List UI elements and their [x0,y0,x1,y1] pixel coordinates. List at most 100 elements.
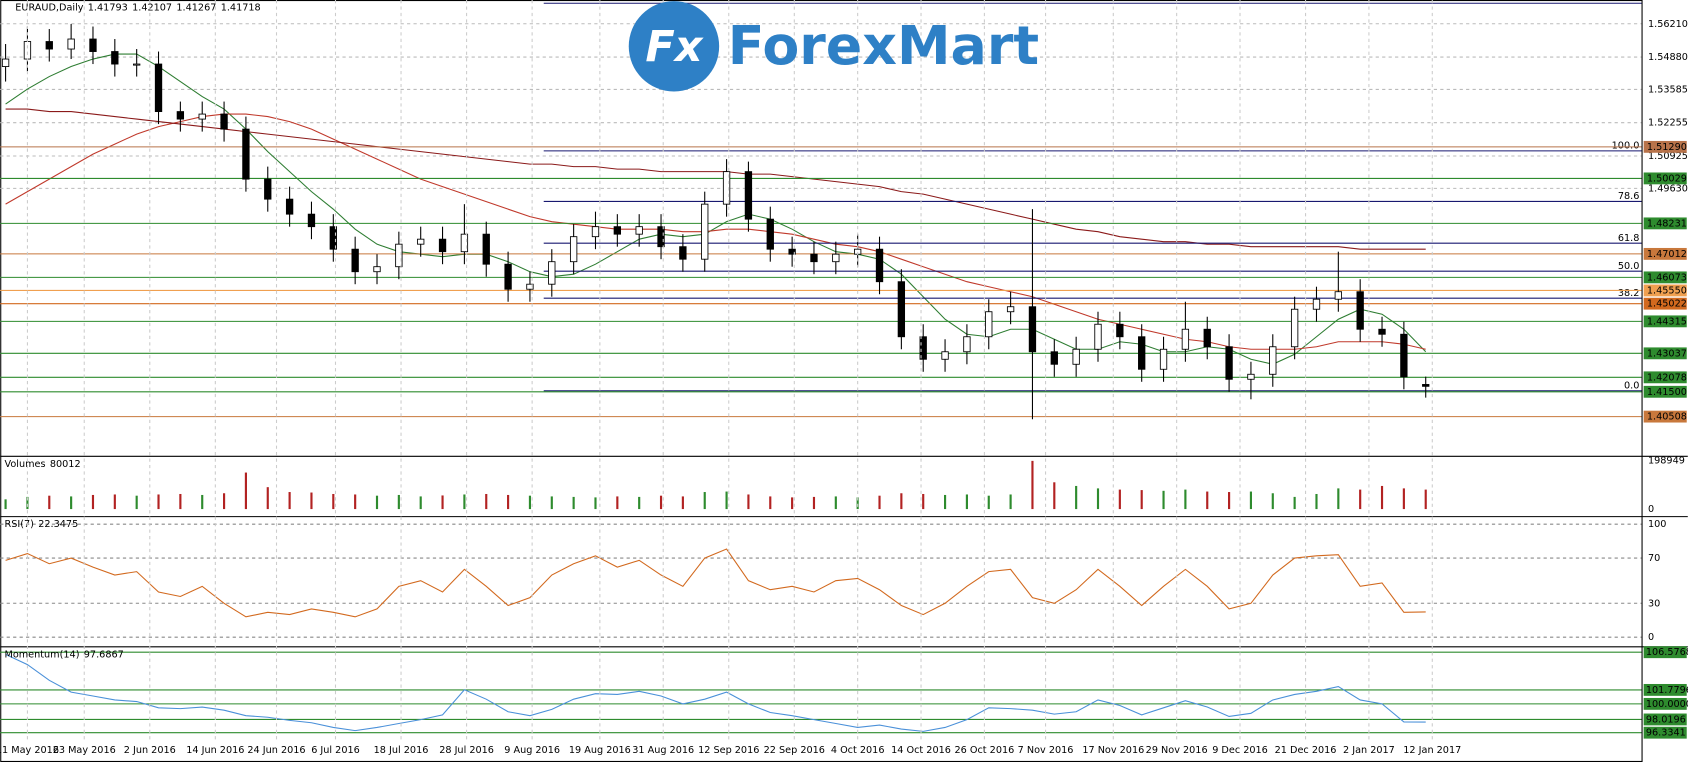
ohlc-high: 1.42107 [132,3,172,14]
symbol: EURAUD,Daily [15,3,83,14]
candle-body [1,58,10,67]
x-tick-label: 28 Jul 2016 [439,745,494,756]
y-tick-label: 1.53585 [1648,84,1688,95]
level-label: 101.7796 [1646,685,1688,696]
fib-label: 78.6 [1618,191,1640,202]
candle-body [548,261,556,285]
x-tick-label: 2 Jan 2017 [1343,745,1395,756]
panel-title: RSI(7) 22.3475 [5,519,79,530]
chart-header: EURAUD,Daily 1.41793 1.42107 1.41267 1.41718 [15,3,260,14]
candle-body [395,243,403,268]
x-tick-label: 29 Nov 2016 [1146,745,1208,756]
candle-body [111,51,119,65]
fib-label: 61.8 [1618,233,1640,244]
candle-body [1050,351,1058,365]
level-box [1643,646,1687,659]
candle-body [1247,373,1255,380]
fib-label: 38.2 [1618,288,1640,299]
level-box [1643,347,1687,360]
x-tick-label: 2 Jun 2016 [124,745,176,756]
level-label: 100.0000 [1646,699,1688,710]
x-tick-label: 6 Jul 2016 [311,745,360,756]
level-label: 1.45550 [1647,285,1687,296]
logo-mark: Fx [645,22,703,72]
y-tick-label: 100 [1648,519,1666,530]
candle-body [329,226,337,250]
candle-body [45,41,53,50]
x-tick-label: 14 Jun 2016 [186,745,244,756]
ohlc-open: 1.41793 [88,3,128,14]
candle-body [1159,348,1168,370]
indicator-name: RSI(7) [5,519,34,530]
candle-body [1203,328,1211,348]
level-box [1643,297,1687,310]
x-tick-label: 12 Sep 2016 [698,745,759,756]
candle-body [1225,346,1233,380]
level-label: 1.44315 [1647,316,1687,327]
x-tick-label: 21 Dec 2016 [1275,745,1337,756]
candle-body [701,203,709,260]
level-label: 1.50029 [1647,173,1687,184]
fib-label: 161.8 [1612,0,1640,4]
candle-body [832,253,840,263]
candle-body [1072,348,1080,365]
logo: Fx ForexMart [628,1,1039,92]
candle-body [1006,306,1015,313]
x-tick-label: 14 Oct 2016 [891,745,951,756]
candle-body [679,246,687,260]
x-tick-label: 31 Aug 2016 [632,745,694,756]
panel-title: Momentum(14) 97.6867 [5,649,124,660]
x-tick-label: 23 May 2016 [53,745,116,756]
x-tick-label: 4 Oct 2016 [831,745,885,756]
candle-body [897,281,906,338]
indicator-name: Momentum(14) [5,649,80,660]
candle-body [657,226,665,248]
level-label: 1.45022 [1647,299,1687,310]
candle-body [242,128,250,180]
y-tick-label: 1.56210 [1648,19,1688,30]
level-box [1643,315,1687,328]
x-tick-label: 7 Nov 2016 [1018,745,1074,756]
candle-body [744,171,753,220]
level-box [1643,284,1687,297]
y-tick-label: 1.49630 [1648,183,1688,194]
ohlc-close: 1.41718 [221,3,261,14]
candle-body [482,233,490,265]
level-box [1643,271,1687,284]
y-tick-label: 1.52255 [1648,118,1688,129]
candle-body [460,233,469,253]
candle-body [1181,328,1190,350]
candle-body [1290,308,1299,348]
level-label: 106.5768 [1646,647,1688,658]
candle-body [67,38,75,50]
level-label: 1.40508 [1647,412,1687,423]
y-tick-label: 1.50925 [1648,151,1688,162]
level-label: 1.41500 [1647,387,1687,398]
level-box [1643,371,1687,384]
candle-body [1312,298,1321,310]
candle-body [1334,291,1342,300]
candle-body [766,218,774,250]
candle-body [722,171,731,205]
level-box [1643,713,1687,726]
level-box [1643,140,1687,153]
level-box [1643,172,1687,185]
y-tick-label: 0 [1648,504,1654,515]
indicator-value: 97.6867 [84,649,124,660]
candle-body [963,336,971,353]
level-label: 1.51290 [1647,142,1687,153]
indicator-value: 22.3475 [38,519,78,530]
level-label: 1.48231 [1647,218,1687,229]
candle-body [1138,336,1146,370]
candle-body [307,213,316,228]
candle-body [154,63,163,113]
level-box [1643,683,1687,696]
level-box [1643,410,1687,423]
candle-body [198,113,206,120]
candle-body [373,266,381,273]
candle-body [526,283,534,290]
candle-body [919,336,927,360]
candle-body [504,263,512,290]
y-tick-label: 70 [1648,553,1660,564]
